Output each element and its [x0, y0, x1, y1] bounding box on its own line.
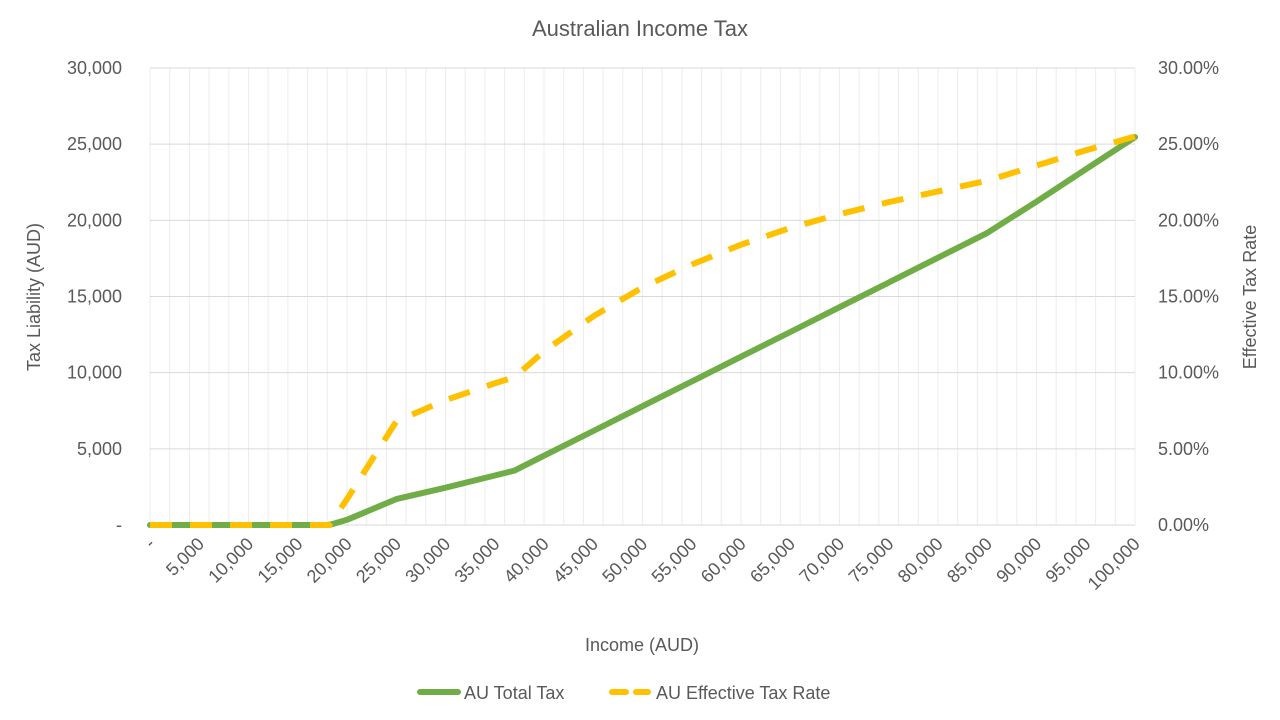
- x-tick-label: 75,000: [845, 534, 898, 587]
- y2-tick-label: 25.00%: [1158, 134, 1219, 154]
- y-tick-label: 30,000: [67, 58, 122, 78]
- y-tick-label: 5,000: [77, 439, 122, 459]
- series-line-1: [150, 133, 1136, 528]
- series-layer: [147, 133, 1138, 528]
- legend-label-total-tax: AU Total Tax: [464, 683, 564, 703]
- y-tick-label: 15,000: [67, 287, 122, 307]
- y2-tick-label: 15.00%: [1158, 287, 1219, 307]
- grid-layer: [149, 67, 1136, 526]
- x-tick-label: 50,000: [598, 534, 651, 587]
- x-tick-label: 25,000: [352, 534, 405, 587]
- legend-label-effective-rate: AU Effective Tax Rate: [656, 683, 830, 703]
- x-tick-label: 60,000: [697, 534, 750, 587]
- y-tick-label: 10,000: [67, 363, 122, 383]
- x-tick-label: -: [140, 534, 158, 552]
- y-axis-title: Tax Liability (AUD): [24, 223, 44, 371]
- x-tick-label: 35,000: [451, 534, 504, 587]
- x-tick-label: 90,000: [992, 534, 1045, 587]
- y-tick-label: 25,000: [67, 134, 122, 154]
- y-tick-label: -: [116, 515, 122, 535]
- x-tick-label: 45,000: [549, 534, 602, 587]
- y2-tick-label: 0.00%: [1158, 515, 1209, 535]
- x-tick-label: 100,000: [1084, 534, 1144, 594]
- chart-title: Australian Income Tax: [532, 16, 748, 41]
- x-tick-label: 85,000: [943, 534, 996, 587]
- y2-tick-label: 20.00%: [1158, 210, 1219, 230]
- x-tick-label: 70,000: [795, 534, 848, 587]
- y-tick-label: 20,000: [67, 210, 122, 230]
- y2-tick-label: 30.00%: [1158, 58, 1219, 78]
- x-tick-label: 65,000: [746, 534, 799, 587]
- x-tick-label: 5,000: [162, 534, 208, 580]
- y2-tick-label: 5.00%: [1158, 439, 1209, 459]
- legend: AU Total Tax AU Effective Tax Rate: [417, 683, 830, 703]
- y2-axis-title: Effective Tax Rate: [1240, 225, 1260, 369]
- x-tick-label: 10,000: [204, 534, 257, 587]
- x-tick-label: 40,000: [500, 534, 553, 587]
- x-tick-label: 80,000: [894, 534, 947, 587]
- x-tick-label: 55,000: [648, 534, 701, 587]
- y2-tick-label: 10.00%: [1158, 363, 1219, 383]
- x-tick-label: 15,000: [254, 534, 307, 587]
- x-axis-title: Income (AUD): [585, 635, 699, 655]
- x-tick-label: 30,000: [401, 534, 454, 587]
- x-tick-label: 20,000: [303, 534, 356, 587]
